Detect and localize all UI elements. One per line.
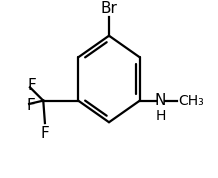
Text: H: H bbox=[155, 109, 166, 123]
Text: F: F bbox=[27, 78, 36, 93]
Text: F: F bbox=[27, 98, 35, 113]
Text: N: N bbox=[155, 93, 166, 108]
Text: Br: Br bbox=[100, 1, 118, 16]
Text: CH₃: CH₃ bbox=[179, 94, 204, 108]
Text: F: F bbox=[41, 126, 49, 141]
